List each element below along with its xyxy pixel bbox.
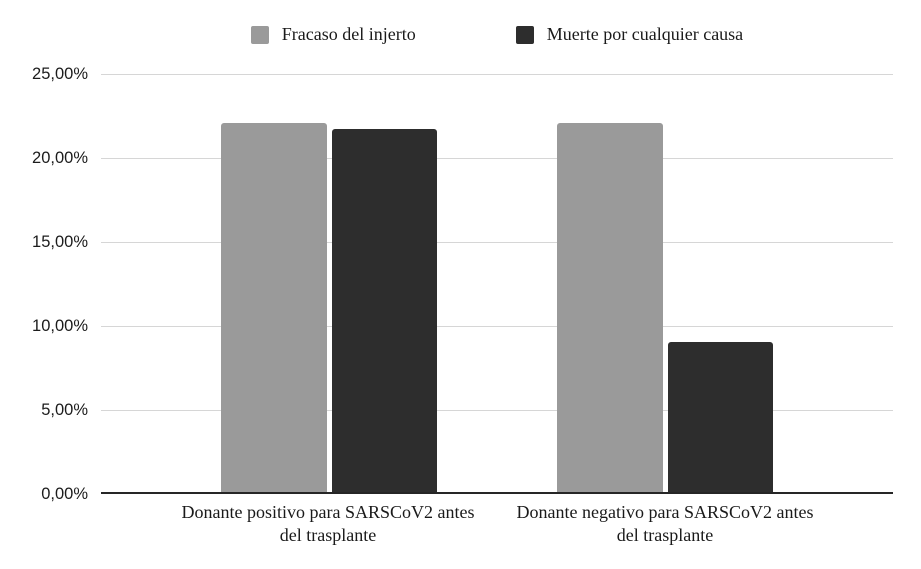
plot-area xyxy=(101,74,893,494)
y-tick-label: 25,00% xyxy=(32,65,88,83)
bar-muerte-donante-negativo xyxy=(667,341,773,492)
y-tick-label: 15,00% xyxy=(32,233,88,251)
legend-swatch-muerte-icon xyxy=(515,25,534,44)
gridline-20pct xyxy=(101,158,893,159)
y-axis-labels: 25,00% 20,00% 15,00% 10,00% 5,00% 0,00% xyxy=(0,0,88,569)
gridline-25pct xyxy=(101,74,893,75)
y-tick-label: 20,00% xyxy=(32,149,88,167)
x-axis-labels: Donante positivo para SARSCoV2 antes del… xyxy=(101,501,893,561)
bar-fracaso-donante-positivo xyxy=(221,122,327,492)
bar-group-donante-negativo xyxy=(557,74,773,492)
y-tick-label: 5,00% xyxy=(41,401,88,419)
legend-label-muerte: Muerte por cualquier causa xyxy=(546,24,744,44)
gridline-5pct xyxy=(101,410,893,411)
x-category-label-donante-negativo: Donante negativo para SARSCoV2 antes del… xyxy=(516,502,814,545)
y-tick-label: 10,00% xyxy=(32,317,88,335)
x-category-label-donante-positivo: Donante positivo para SARSCoV2 antes del… xyxy=(181,502,475,545)
legend-item-fracaso: Fracaso del injerto xyxy=(250,24,416,45)
bar-muerte-donante-positivo xyxy=(331,129,437,492)
chart-legend: Fracaso del injerto Muerte por cualquier… xyxy=(101,24,893,45)
y-tick-label: 0,00% xyxy=(41,485,88,503)
legend-swatch-fracaso-icon xyxy=(250,25,269,44)
gridline-15pct xyxy=(101,242,893,243)
bar-group-donante-positivo xyxy=(221,74,437,492)
legend-label-fracaso: Fracaso del injerto xyxy=(281,24,416,44)
gridline-10pct xyxy=(101,326,893,327)
bar-fracaso-donante-negativo xyxy=(557,122,663,492)
legend-item-muerte: Muerte por cualquier causa xyxy=(515,24,744,45)
